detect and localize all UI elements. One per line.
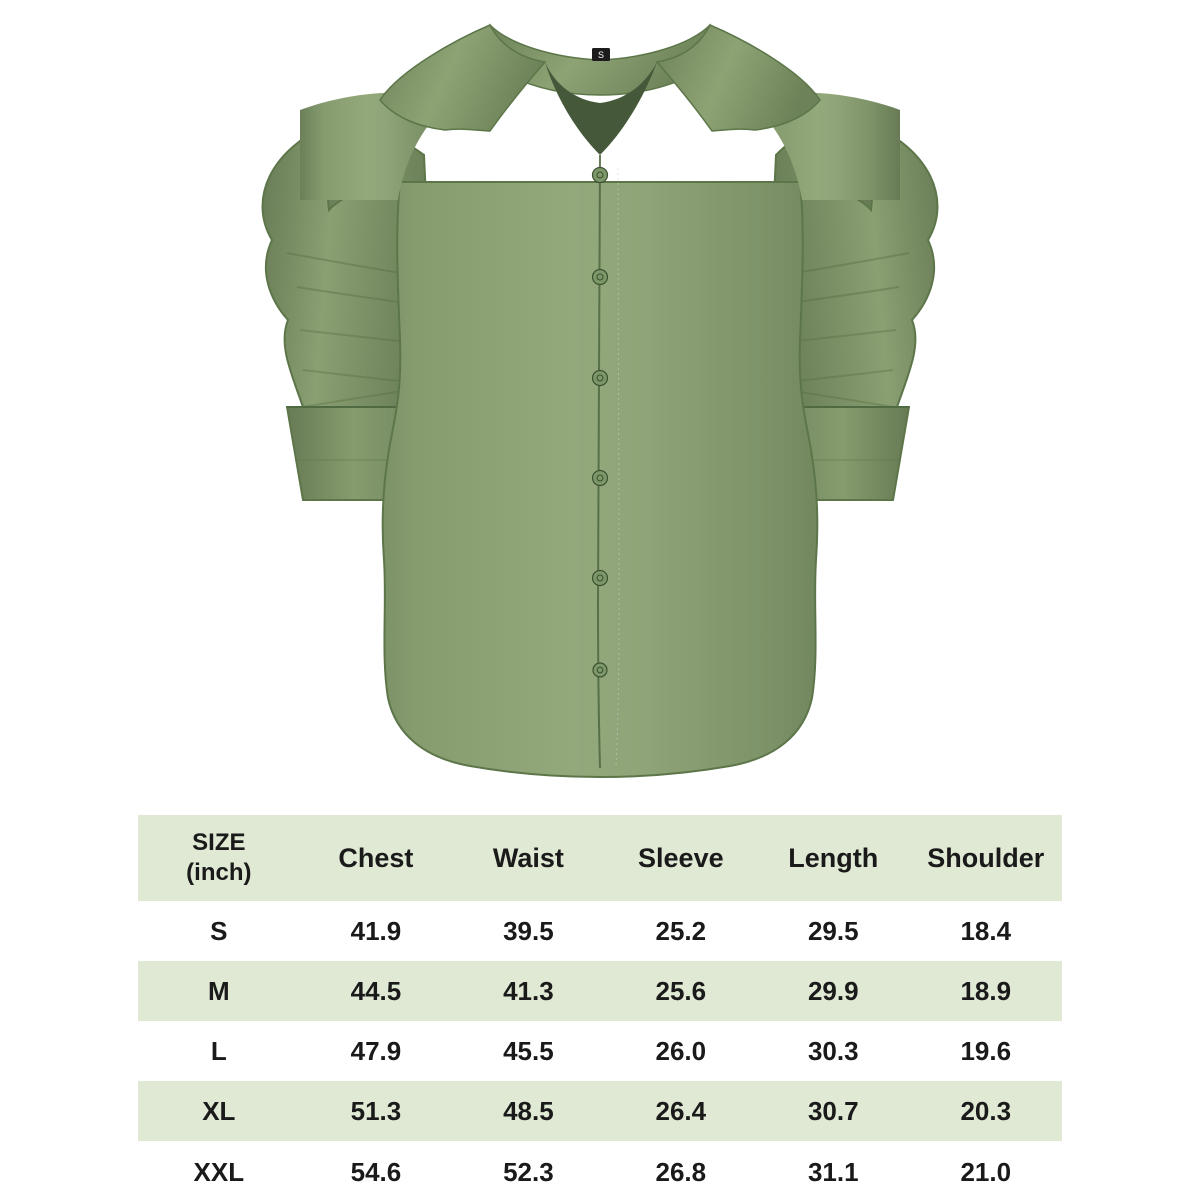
svg-text:S: S bbox=[598, 50, 604, 60]
